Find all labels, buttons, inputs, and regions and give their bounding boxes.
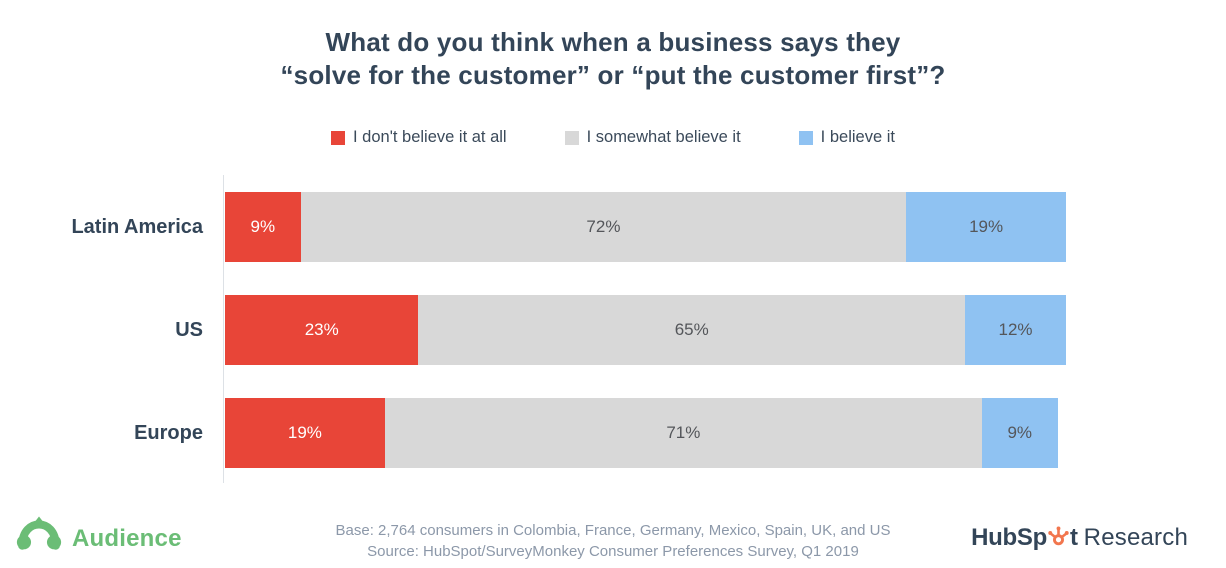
bar-segment: 72% [300,192,907,262]
bar-segment: 19% [225,398,385,468]
stacked-bar: 9% 72% 19% [225,192,1066,262]
bar-row: Europe 19% 71% 9% [0,398,1226,468]
chart-title-line1: What do you think when a business says t… [325,27,901,57]
stacked-bar: 23% 65% 12% [225,295,1066,365]
bar-segment: 23% [225,295,419,365]
legend-label: I don't believe it at all [353,128,507,146]
footnote-base: Base: 2,764 consumers in Colombia, Franc… [335,522,891,539]
legend-item: I don't believe it at all [331,128,507,147]
monkey-icon [16,516,62,561]
chart-footnote: Base: 2,764 consumers in Colombia, Franc… [0,520,1226,562]
bar-row-label: Europe [134,422,203,444]
bar-segment: 71% [384,398,982,468]
legend-item: I believe it [798,128,895,147]
legend-item: I somewhat believe it [564,128,741,147]
bar-segment: 19% [906,192,1066,262]
chart-title-line2: “solve for the customer” or “put the cus… [280,60,946,90]
hubspot-research-logo: HubSp t Research [971,524,1188,552]
stacked-bar: 19% 71% 9% [225,398,1066,468]
legend-swatch [564,130,579,145]
footnote-source: Source: HubSpot/SurveyMonkey Consumer Pr… [367,543,859,560]
bar-segment: 12% [965,295,1066,365]
bar-segment: 9% [981,398,1058,468]
bar-row: US 23% 65% 12% [0,295,1226,365]
legend-label: I believe it [820,128,895,146]
legend-swatch [798,130,813,145]
surveymonkey-audience-logo: Audience [16,516,182,561]
bar-row: Latin America 9% 72% 19% [0,192,1226,262]
research-wordmark: Research [1083,524,1188,551]
bar-row-label: Latin America [71,216,203,238]
bar-row-label: US [175,319,203,341]
legend-swatch [331,130,346,145]
audience-wordmark: Audience [72,524,182,552]
chart-legend: I don't believe it at all I somewhat beli… [0,128,1226,147]
stacked-bar-chart: Latin America 9% 72% 19% US 23% 65% 12% Europe 19… [0,175,1226,483]
hubspot-sprocket-icon [1048,526,1069,554]
hubspot-wordmark-part2: t [1069,524,1078,551]
bar-segment: 9% [225,192,301,262]
legend-label: I somewhat believe it [586,128,741,146]
y-axis-line [223,175,224,483]
hubspot-wordmark-part1: HubSp [971,524,1047,551]
chart-title: What do you think when a business says t… [0,26,1226,92]
bar-segment: 65% [418,295,966,365]
